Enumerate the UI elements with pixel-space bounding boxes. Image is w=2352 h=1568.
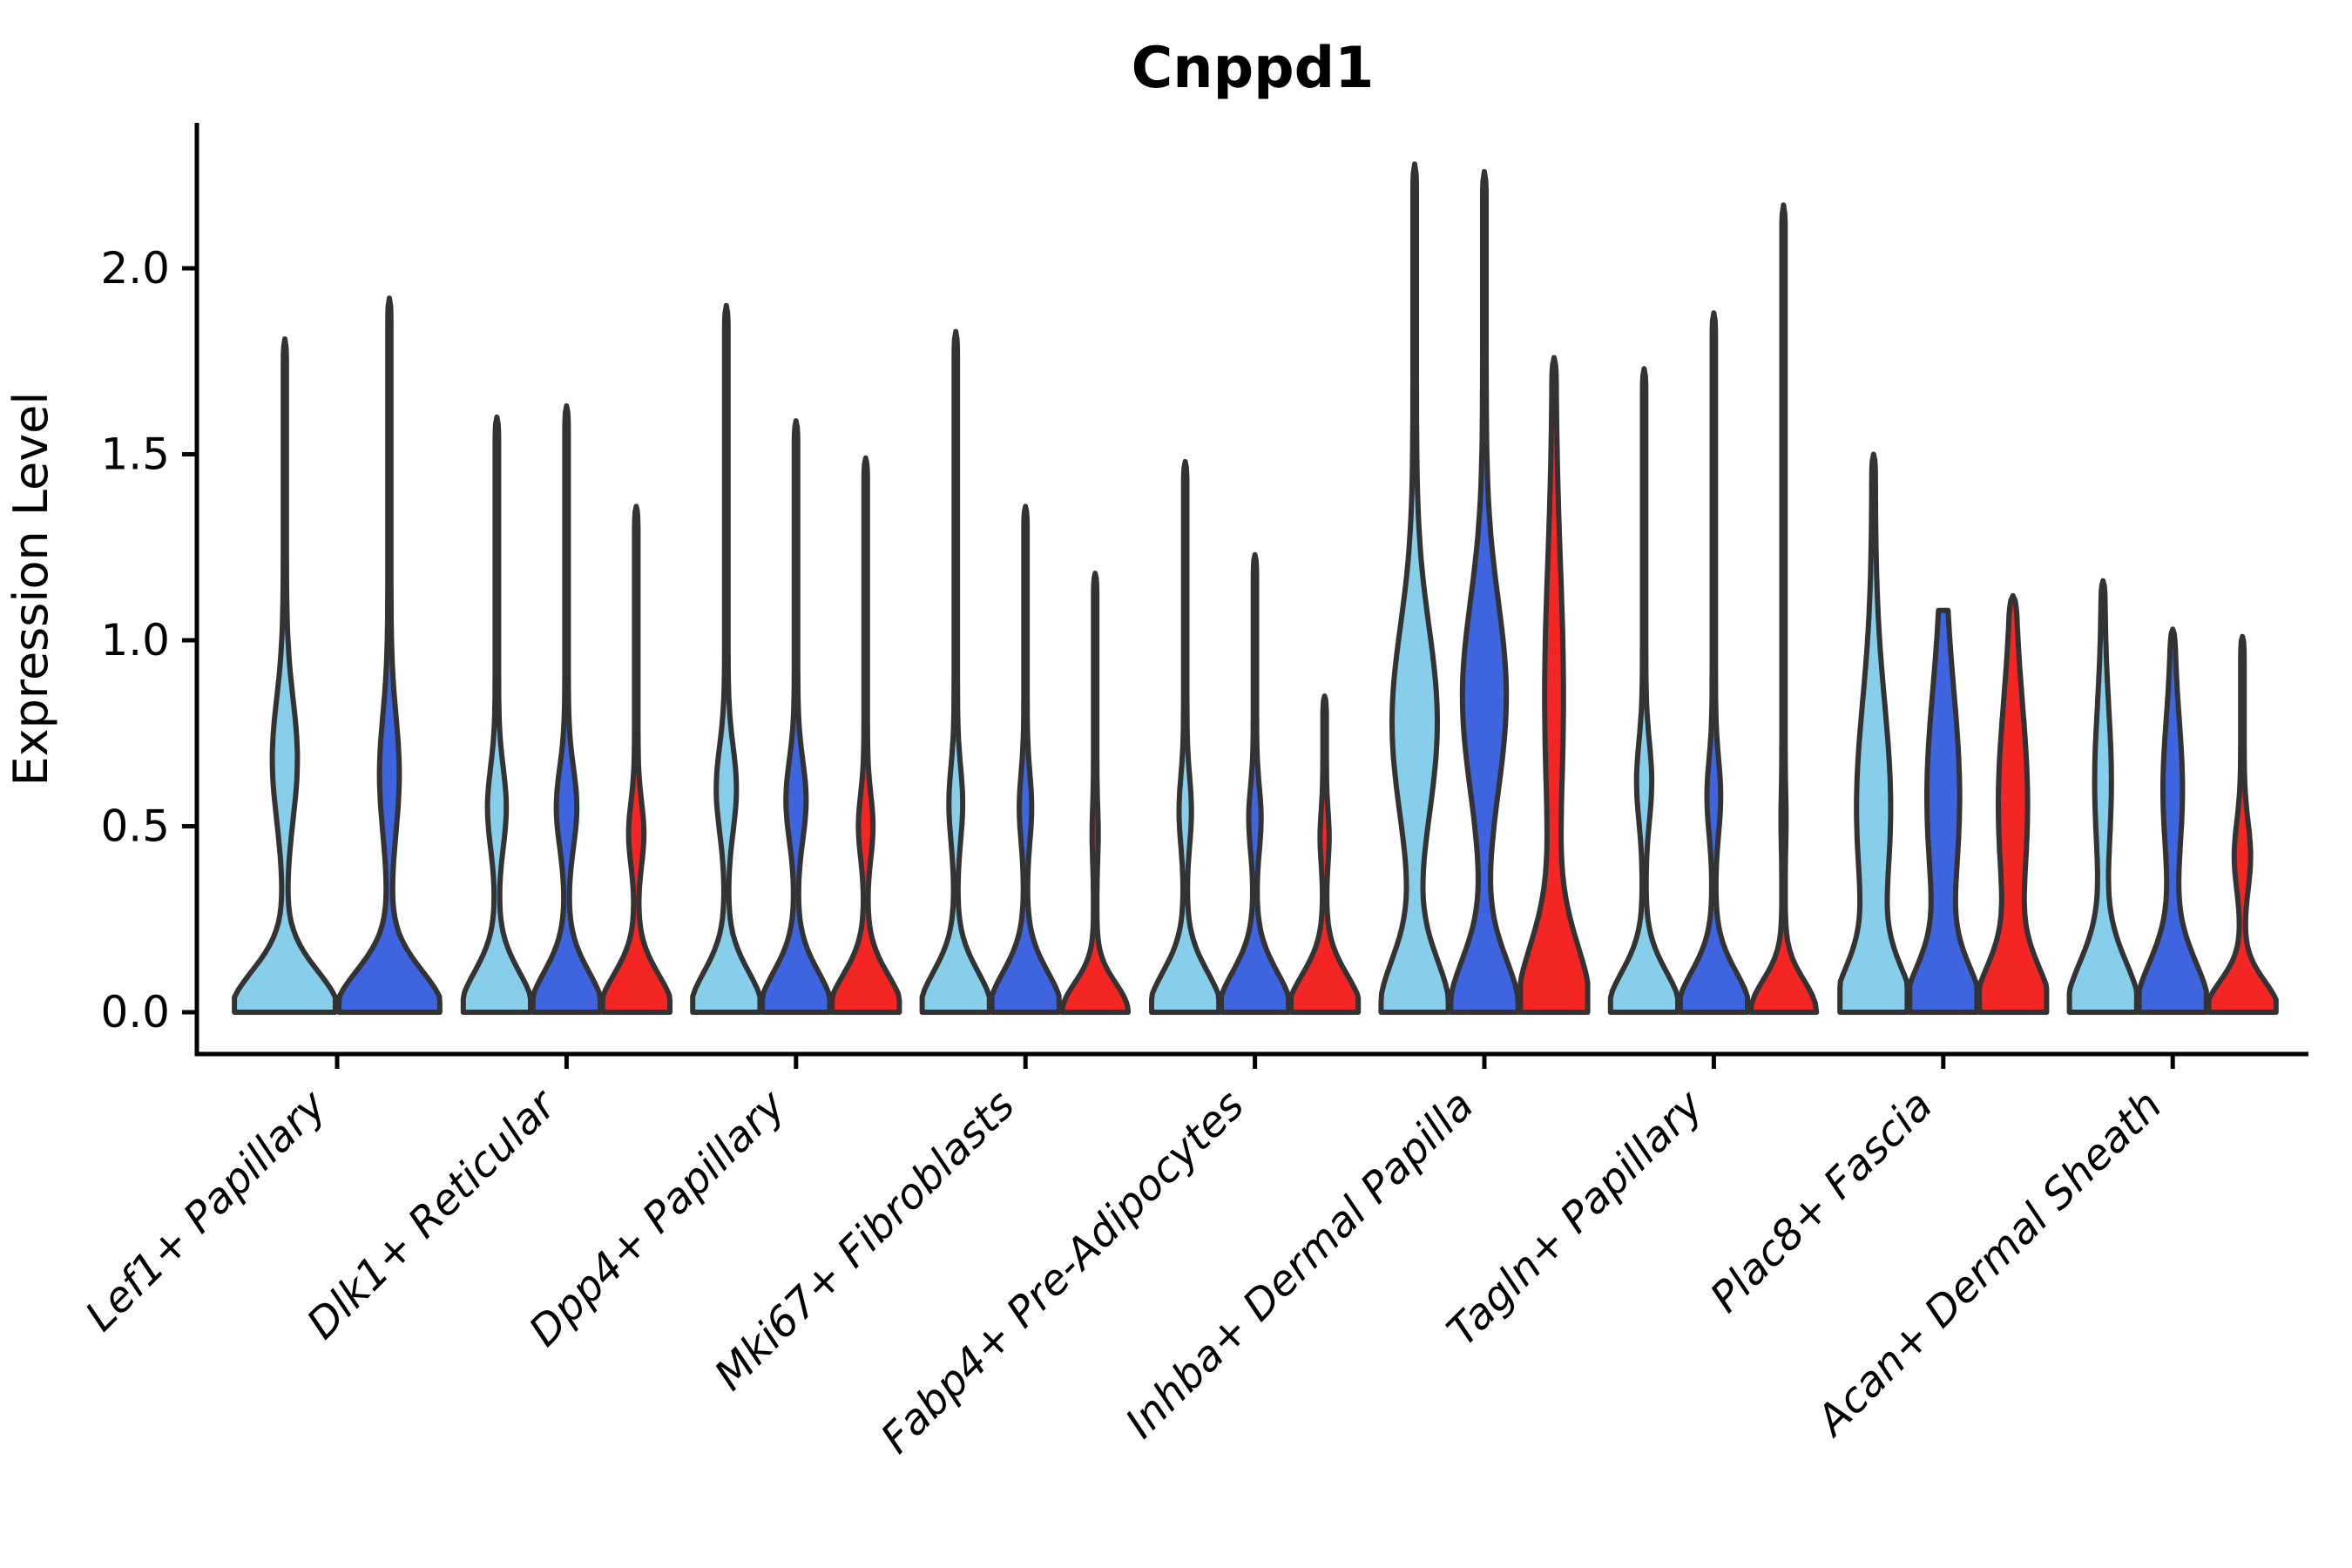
violin-6-2 (1747, 202, 1820, 1015)
y-axis-label: Expression Level (3, 392, 58, 787)
violin-7-1 (1907, 607, 1980, 1015)
violin-2-2 (829, 455, 902, 1015)
violin-7-2 (1977, 592, 2050, 1015)
violin-0-1 (336, 295, 443, 1015)
violin-5-1 (1448, 169, 1521, 1015)
y-tick-label: 0.0 (100, 987, 170, 1037)
violin-2-1 (760, 418, 833, 1015)
violins-layer (232, 161, 2279, 1015)
y-tick-label: 2.0 (100, 243, 170, 294)
violin-3-1 (989, 504, 1062, 1015)
violin-6-0 (1607, 366, 1680, 1015)
violin-3-0 (919, 328, 992, 1015)
violin-1-1 (530, 403, 603, 1015)
chart-title: Cnppd1 (1132, 36, 1375, 101)
violin-1-2 (599, 504, 672, 1015)
violin-6-1 (1677, 310, 1750, 1015)
violin-2-0 (690, 302, 763, 1015)
violin-7-0 (1837, 451, 1910, 1015)
y-tick-label: 1.5 (100, 429, 170, 480)
violin-1-0 (460, 414, 533, 1015)
violin-5-2 (1517, 355, 1591, 1015)
y-tick-label: 1.0 (100, 615, 170, 666)
violin-4-1 (1219, 551, 1292, 1015)
violin-4-2 (1288, 693, 1362, 1015)
violin-8-1 (2136, 626, 2209, 1015)
y-tick-label: 0.5 (100, 801, 170, 852)
violin-0-0 (232, 336, 338, 1015)
violin-5-0 (1378, 161, 1451, 1015)
violin-3-2 (1059, 571, 1132, 1015)
violin-4-0 (1149, 459, 1222, 1015)
violin-8-0 (2066, 578, 2139, 1015)
violin-8-2 (2206, 633, 2279, 1015)
